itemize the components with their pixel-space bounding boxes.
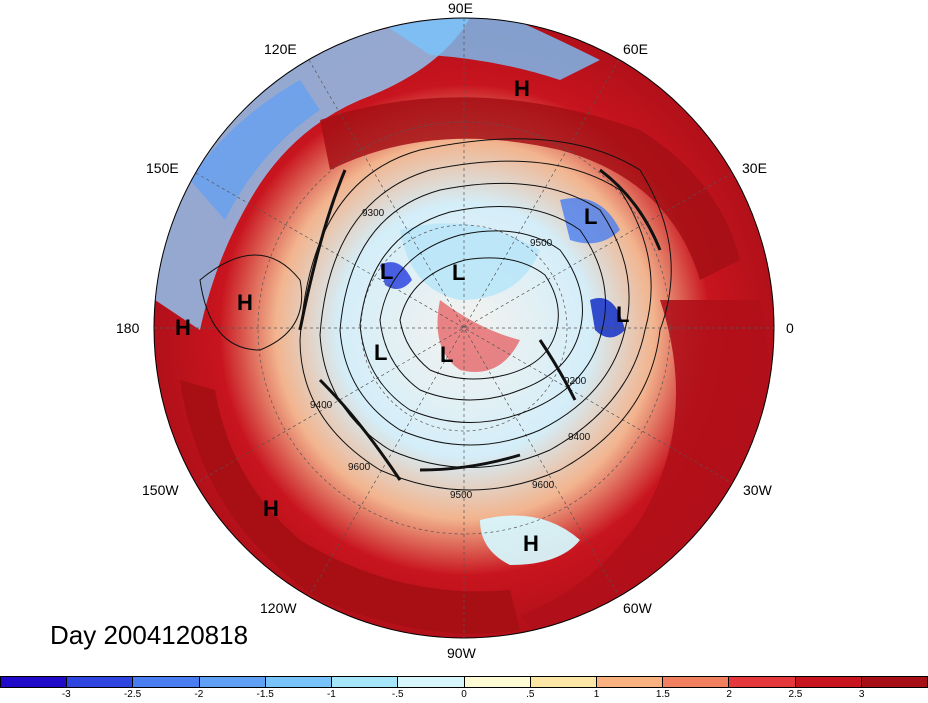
colorbar-segment xyxy=(663,677,730,687)
height-contours xyxy=(199,138,672,491)
colorbar-segment xyxy=(464,677,531,687)
contour-label: 9300 xyxy=(362,208,385,219)
contour-label: 9600 xyxy=(348,462,371,473)
low-center: L xyxy=(616,302,629,327)
colorbar-tick-label: -1 xyxy=(326,689,336,700)
contour-label: 9500 xyxy=(530,238,553,249)
longitude-label-150w: 150W xyxy=(142,482,179,498)
high-center: H xyxy=(523,531,539,556)
colorbar-segment xyxy=(265,677,333,687)
colorbar-segment xyxy=(133,677,200,687)
colorbar-segment xyxy=(530,677,597,687)
colorbar-segment xyxy=(1,677,68,687)
low-center: L xyxy=(380,259,393,284)
colorbar-segment xyxy=(861,677,928,687)
longitude-label-90e: 90E xyxy=(448,0,473,16)
contour-label: 9500 xyxy=(450,490,473,501)
colorbar-tick-label: -2 xyxy=(194,689,204,700)
colorbar-segment xyxy=(795,677,862,687)
contour-labels: 9300 9400 9500 9600 9200 9400 9500 9600 xyxy=(310,208,591,501)
low-center: L xyxy=(440,342,453,367)
high-center: H xyxy=(175,315,191,340)
colorbar-tick-label: 3 xyxy=(858,689,865,700)
pressure-centers: H H H H H L L L L L L xyxy=(175,76,629,556)
longitude-label-120w: 120W xyxy=(260,600,297,616)
longitude-label-150e: 150E xyxy=(146,160,179,176)
longitude-label-180: 180 xyxy=(116,320,140,336)
longitude-label-60e: 60E xyxy=(623,41,648,57)
colorbar-tick-label: 1 xyxy=(593,689,600,700)
low-center: L xyxy=(452,260,465,285)
colorbar-tick-label: 2 xyxy=(726,689,732,700)
colorbar-tick-label: -3 xyxy=(61,689,71,700)
contour-label: 9600 xyxy=(532,480,555,491)
colorbar-segment xyxy=(398,677,465,687)
plot-title: Day 2004120818 xyxy=(50,620,249,650)
contour-label: 9400 xyxy=(310,400,333,411)
colorbar-segment xyxy=(729,677,796,687)
colorbar-tick-label: .5 xyxy=(526,689,535,700)
high-center: H xyxy=(237,290,253,315)
colorbar-segment xyxy=(332,677,399,687)
colorbar-ticks: -3 -2.5 -2 -1.5 -1 -.5 0 .5 1 1.5 2 2.5 3 xyxy=(0,689,928,703)
colorbar-tick-label: -.5 xyxy=(391,689,404,700)
colorbar-segment xyxy=(199,677,266,687)
contour-label: 9200 xyxy=(564,376,587,387)
high-center: H xyxy=(263,496,279,521)
graticule xyxy=(154,18,774,638)
longitude-label-30w: 30W xyxy=(743,482,772,498)
longitude-label-30e: 30E xyxy=(742,160,767,176)
low-center: L xyxy=(584,204,597,229)
low-center: L xyxy=(374,340,387,365)
longitude-label-120e: 120E xyxy=(264,41,297,57)
colorbar-tick-label: 2.5 xyxy=(788,689,803,700)
colorbar-segment xyxy=(596,677,664,687)
colorbar-tick-label: -2.5 xyxy=(123,689,142,700)
colorbar-segment xyxy=(67,677,134,687)
high-center: H xyxy=(514,76,530,101)
colorbar xyxy=(0,676,928,688)
colorbar-tick-label: -1.5 xyxy=(256,689,274,700)
colorbar-tick-label: 1.5 xyxy=(655,689,670,700)
longitude-label-90w: 90W xyxy=(447,645,476,661)
colorbar-tick-label: 0 xyxy=(461,689,467,700)
longitude-label-0: 0 xyxy=(786,320,794,336)
longitude-label-60w: 60W xyxy=(623,600,652,616)
contour-label: 9400 xyxy=(568,432,591,443)
